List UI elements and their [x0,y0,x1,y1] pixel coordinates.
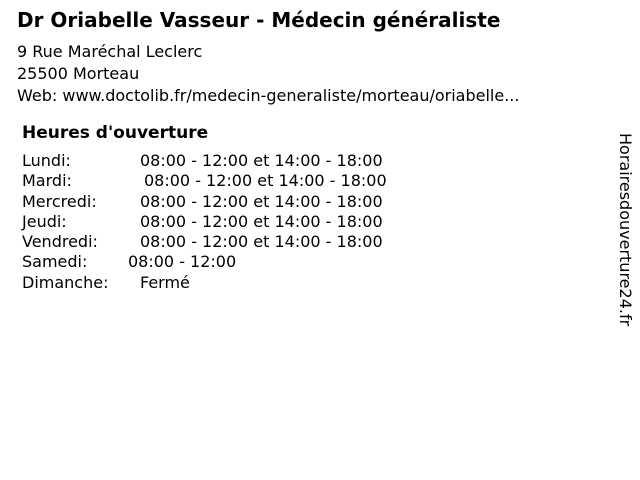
address-city: 25500 Morteau [17,64,140,83]
hours-value: 08:00 - 12:00 et 14:00 - 18:00 [140,191,383,211]
day-label: Dimanche: [22,272,109,292]
address-street: 9 Rue Maréchal Leclerc [17,42,203,61]
hours-value: 08:00 - 12:00 et 14:00 - 18:00 [140,211,383,231]
opening-hours-table: Lundi: 08:00 - 12:00 et 14:00 - 18:00 Ma… [22,151,387,293]
opening-hours-row: Mercredi: 08:00 - 12:00 et 14:00 - 18:00 [22,192,387,212]
website-link[interactable]: Web: www.doctolib.fr/medecin-generaliste… [17,86,520,105]
hours-value: Fermé [140,272,190,292]
opening-hours-heading: Heures d'ouverture [22,123,209,143]
day-label: Jeudi: [22,211,67,231]
day-label: Lundi: [22,151,71,170]
opening-hours-row: Samedi: 08:00 - 12:00 [22,252,387,272]
opening-hours-row: Jeudi: 08:00 - 12:00 et 14:00 - 18:00 [22,212,387,232]
page-title: Dr Oriabelle Vasseur - Médecin généralis… [17,8,501,32]
opening-hours-row: Dimanche: Fermé [22,273,387,293]
day-label: Samedi: [22,252,88,272]
day-label: Mardi: [22,171,72,191]
opening-hours-row: Mardi: 08:00 - 12:00 et 14:00 - 18:00 [22,171,387,191]
day-label: Vendredi: [22,232,98,252]
day-label: Mercredi: [22,191,97,211]
site-watermark: Horairesdouverture24.fr [616,133,635,327]
hours-value: 08:00 - 12:00 [128,252,237,272]
hours-value: 08:00 - 12:00 et 14:00 - 18:00 [144,171,387,191]
hours-value: 08:00 - 12:00 et 14:00 - 18:00 [140,151,383,170]
opening-hours-row: Lundi: 08:00 - 12:00 et 14:00 - 18:00 [22,151,387,171]
opening-hours-row: Vendredi: 08:00 - 12:00 et 14:00 - 18:00 [22,232,387,252]
hours-value: 08:00 - 12:00 et 14:00 - 18:00 [140,232,383,252]
address-block: 9 Rue Maréchal Leclerc 25500 Morteau Web… [17,41,519,107]
